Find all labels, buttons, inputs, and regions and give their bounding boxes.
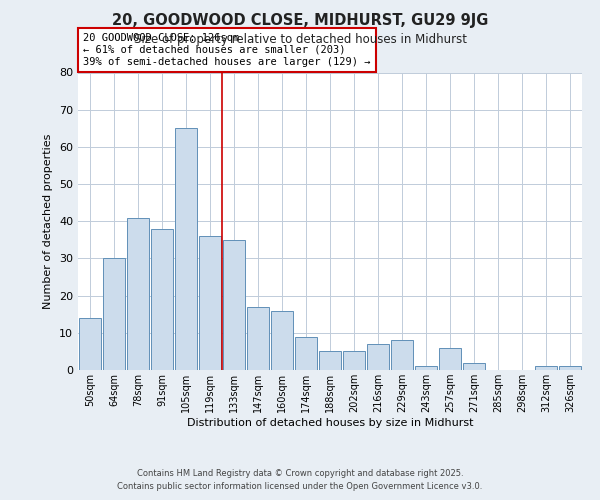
X-axis label: Distribution of detached houses by size in Midhurst: Distribution of detached houses by size … [187,418,473,428]
Bar [271,310,293,370]
Bar [247,307,269,370]
Bar [127,218,149,370]
Bar [79,318,101,370]
Y-axis label: Number of detached properties: Number of detached properties [43,134,53,309]
Text: 20, GOODWOOD CLOSE, MIDHURST, GU29 9JG: 20, GOODWOOD CLOSE, MIDHURST, GU29 9JG [112,12,488,28]
Bar [151,228,173,370]
Bar [319,352,341,370]
Bar [343,352,365,370]
Bar [463,362,485,370]
Text: 20 GOODWOOD CLOSE: 126sqm
← 61% of detached houses are smaller (203)
39% of semi: 20 GOODWOOD CLOSE: 126sqm ← 61% of detac… [83,34,371,66]
Text: Size of property relative to detached houses in Midhurst: Size of property relative to detached ho… [133,32,467,46]
Text: Contains HM Land Registry data © Crown copyright and database right 2025.
Contai: Contains HM Land Registry data © Crown c… [118,470,482,491]
Bar [391,340,413,370]
Bar [535,366,557,370]
Bar [415,366,437,370]
Bar [439,348,461,370]
Bar [367,344,389,370]
Bar [199,236,221,370]
Bar [295,336,317,370]
Bar [175,128,197,370]
Bar [103,258,125,370]
Bar [223,240,245,370]
Bar [559,366,581,370]
